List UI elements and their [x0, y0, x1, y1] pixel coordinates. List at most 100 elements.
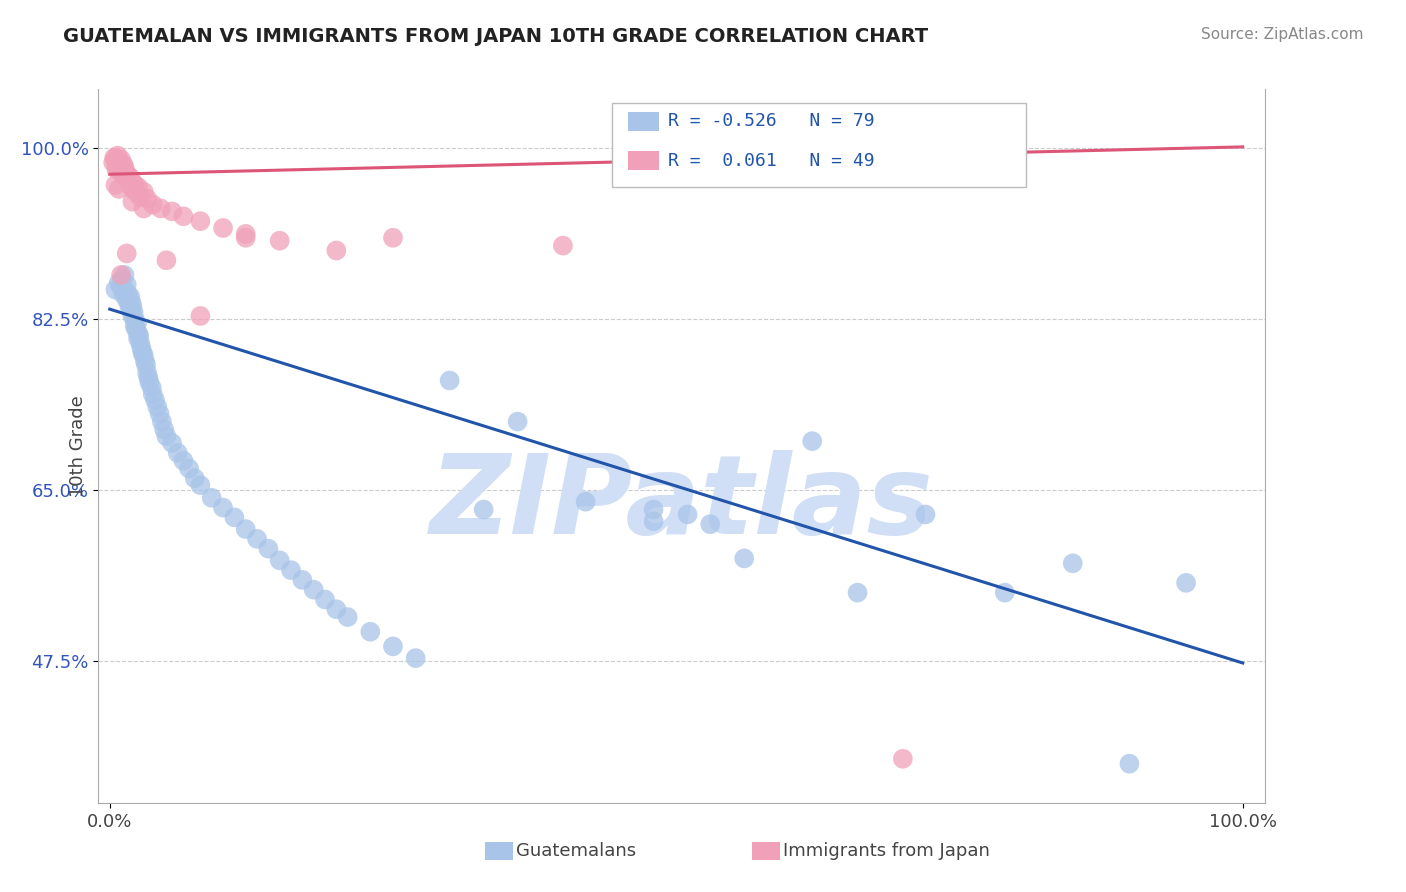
Point	[132, 202, 155, 216]
Point	[212, 500, 235, 515]
Point	[107, 149, 129, 163]
Point	[121, 309, 143, 323]
Point	[129, 190, 152, 204]
Point	[1062, 557, 1084, 571]
Point	[177, 461, 200, 475]
Point	[914, 508, 936, 522]
Point	[114, 268, 136, 282]
Point	[155, 429, 177, 443]
Point	[132, 348, 155, 362]
Point	[121, 175, 143, 189]
Text: R = -0.526   N = 79: R = -0.526 N = 79	[668, 112, 875, 130]
Point	[280, 563, 302, 577]
Point	[114, 165, 136, 179]
Point	[125, 317, 148, 331]
Point	[127, 331, 149, 345]
Point	[172, 209, 194, 223]
Point	[155, 253, 177, 268]
Point	[382, 231, 405, 245]
Point	[212, 221, 235, 235]
Point	[994, 585, 1017, 599]
Point	[112, 168, 135, 182]
Point	[108, 182, 131, 196]
Point	[101, 155, 124, 169]
Point	[110, 153, 132, 167]
Point	[314, 592, 336, 607]
Text: R =  0.061   N = 49: R = 0.061 N = 49	[668, 152, 875, 169]
Point	[115, 172, 138, 186]
Y-axis label: 10th Grade: 10th Grade	[69, 395, 87, 497]
Point	[143, 392, 166, 407]
Point	[121, 194, 143, 209]
Point	[224, 510, 246, 524]
Point	[699, 517, 721, 532]
Point	[160, 436, 183, 450]
Point	[172, 453, 194, 467]
Point	[235, 231, 257, 245]
Point	[108, 155, 131, 169]
Point	[115, 277, 138, 292]
Point	[118, 175, 141, 189]
Point	[105, 162, 128, 177]
Point	[115, 293, 138, 307]
Point	[336, 610, 359, 624]
Point	[124, 312, 146, 326]
Point	[120, 289, 142, 303]
Point	[115, 246, 138, 260]
Point	[291, 573, 314, 587]
Point	[124, 318, 146, 333]
Point	[359, 624, 381, 639]
Point	[103, 151, 125, 165]
Point	[122, 305, 145, 319]
Point	[104, 153, 127, 167]
Point	[125, 321, 148, 335]
Point	[136, 192, 159, 206]
Point	[551, 238, 574, 252]
Point	[104, 283, 127, 297]
Point	[120, 295, 142, 310]
Point	[302, 582, 325, 597]
Point	[108, 276, 131, 290]
Point	[257, 541, 280, 556]
Point	[122, 182, 145, 196]
Point	[190, 214, 212, 228]
Point	[472, 502, 495, 516]
Point	[120, 302, 142, 317]
Point	[325, 244, 347, 258]
Point	[127, 180, 149, 194]
Point	[439, 374, 461, 388]
Point	[325, 602, 347, 616]
Text: GUATEMALAN VS IMMIGRANTS FROM JAPAN 10TH GRADE CORRELATION CHART: GUATEMALAN VS IMMIGRANTS FROM JAPAN 10TH…	[63, 27, 928, 45]
Point	[235, 522, 257, 536]
Point	[733, 551, 755, 566]
Point	[136, 366, 159, 380]
Point	[121, 299, 143, 313]
Point	[118, 297, 141, 311]
Point	[1175, 575, 1198, 590]
Point	[201, 491, 224, 505]
Point	[643, 514, 665, 528]
Point	[246, 532, 269, 546]
Point	[801, 434, 824, 449]
Point	[108, 161, 131, 175]
Point	[676, 508, 699, 522]
Point	[131, 346, 153, 360]
Point	[136, 370, 159, 384]
Point	[190, 309, 212, 323]
Text: Guatemalans: Guatemalans	[516, 842, 636, 860]
Point	[131, 341, 153, 355]
Text: ZIPatlas: ZIPatlas	[430, 450, 934, 557]
Point	[166, 446, 188, 460]
Point	[114, 283, 136, 297]
Point	[124, 178, 146, 192]
Point	[104, 178, 127, 192]
Point	[127, 326, 149, 341]
Point	[506, 415, 529, 429]
Point	[138, 376, 160, 390]
Point	[112, 157, 135, 171]
Point	[114, 161, 136, 175]
Point	[105, 158, 128, 172]
Point	[643, 502, 665, 516]
Point	[134, 354, 156, 368]
Point	[1118, 756, 1140, 771]
